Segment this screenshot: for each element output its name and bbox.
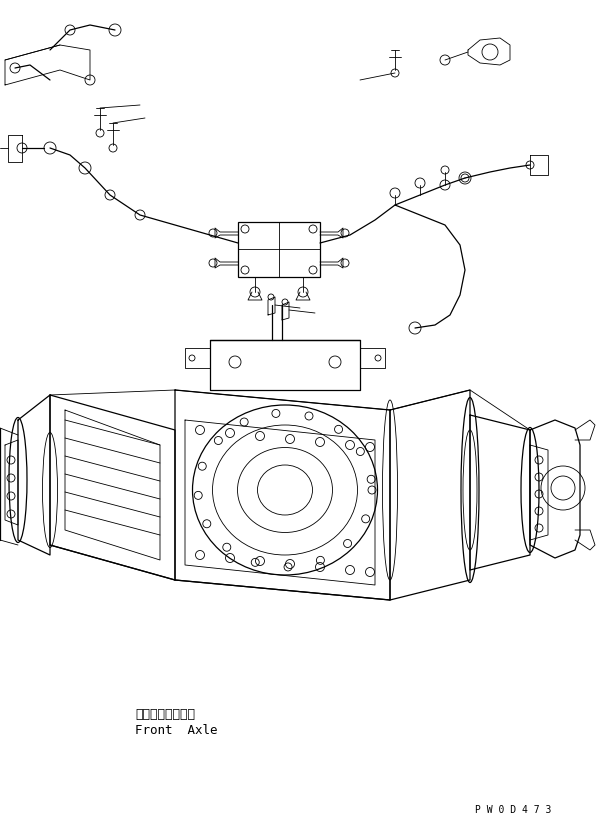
Text: フロントアクスル: フロントアクスル <box>135 709 195 722</box>
Bar <box>238 222 320 277</box>
Text: P W 0 D 4 7 3: P W 0 D 4 7 3 <box>475 805 551 815</box>
Text: Front  Axle: Front Axle <box>135 724 218 737</box>
